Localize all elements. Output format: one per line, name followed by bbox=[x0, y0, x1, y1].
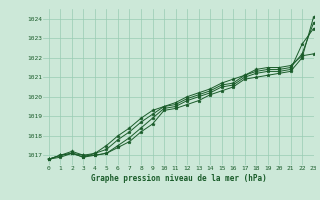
X-axis label: Graphe pression niveau de la mer (hPa): Graphe pression niveau de la mer (hPa) bbox=[91, 174, 266, 183]
